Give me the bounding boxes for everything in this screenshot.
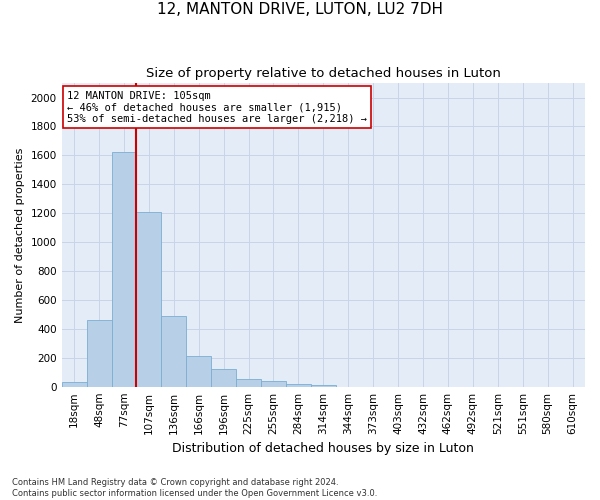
Bar bbox=[136, 212, 161, 386]
Bar bbox=[86, 320, 112, 386]
Bar bbox=[211, 370, 236, 386]
Text: 12, MANTON DRIVE, LUTON, LU2 7DH: 12, MANTON DRIVE, LUTON, LU2 7DH bbox=[157, 2, 443, 18]
Bar bbox=[62, 382, 86, 386]
Title: Size of property relative to detached houses in Luton: Size of property relative to detached ho… bbox=[146, 68, 501, 80]
Bar bbox=[186, 356, 211, 386]
Bar bbox=[161, 316, 186, 386]
Text: Contains HM Land Registry data © Crown copyright and database right 2024.
Contai: Contains HM Land Registry data © Crown c… bbox=[12, 478, 377, 498]
Text: 12 MANTON DRIVE: 105sqm
← 46% of detached houses are smaller (1,915)
53% of semi: 12 MANTON DRIVE: 105sqm ← 46% of detache… bbox=[67, 90, 367, 124]
Bar bbox=[311, 385, 336, 386]
X-axis label: Distribution of detached houses by size in Luton: Distribution of detached houses by size … bbox=[172, 442, 474, 455]
Bar bbox=[236, 380, 261, 386]
Bar bbox=[112, 152, 136, 386]
Y-axis label: Number of detached properties: Number of detached properties bbox=[15, 147, 25, 322]
Bar bbox=[261, 381, 286, 386]
Bar bbox=[286, 384, 311, 386]
